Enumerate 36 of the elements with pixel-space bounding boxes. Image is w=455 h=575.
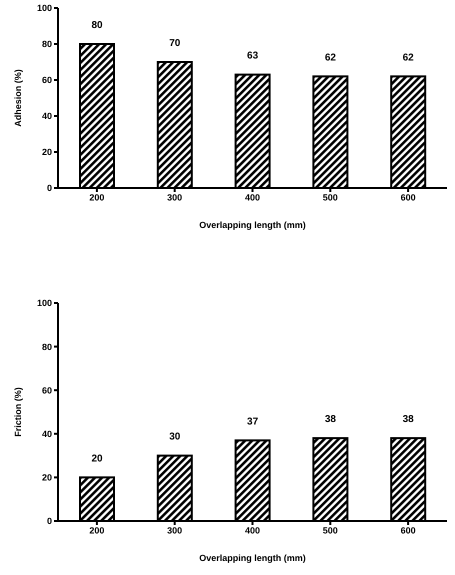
x-axis-title: Overlapping length (mm) bbox=[199, 553, 306, 563]
data-label: 38 bbox=[402, 414, 414, 426]
x-tick-label: 500 bbox=[322, 192, 338, 202]
x-tick-label: 200 bbox=[89, 525, 104, 536]
x-tick-label: 400 bbox=[244, 192, 260, 202]
data-label: 37 bbox=[247, 416, 259, 428]
x-axis-title: Overlapping length (mm) bbox=[199, 220, 306, 230]
data-label: 62 bbox=[402, 52, 414, 64]
y-tick-label: 20 bbox=[42, 472, 52, 483]
x-tick-label: 300 bbox=[167, 192, 182, 202]
y-tick-label: 0 bbox=[46, 183, 52, 194]
x-tick-label: 500 bbox=[322, 525, 338, 536]
x-tick-label: 600 bbox=[400, 192, 416, 202]
x-tick-label: 300 bbox=[167, 525, 182, 536]
y-tick-label: 40 bbox=[42, 111, 52, 122]
y-tick-label: 80 bbox=[42, 342, 52, 352]
y-tick-label: 100 bbox=[36, 298, 52, 308]
y-axis-title: Friction (%) bbox=[13, 387, 24, 437]
y-tick-label: 80 bbox=[42, 39, 52, 50]
data-label: 62 bbox=[324, 52, 336, 64]
data-label: 20 bbox=[91, 453, 103, 464]
x-tick-label: 600 bbox=[400, 525, 416, 536]
data-label: 80 bbox=[91, 20, 103, 31]
y-axis-title: Adhesion (%) bbox=[13, 69, 24, 127]
y-tick-label: 0 bbox=[46, 516, 52, 526]
y-tick-label: 20 bbox=[42, 147, 52, 158]
x-tick-label: 400 bbox=[244, 525, 260, 536]
data-label: 70 bbox=[169, 38, 181, 49]
data-label: 63 bbox=[247, 50, 259, 62]
data-label: 30 bbox=[169, 432, 181, 443]
x-tick-label: 200 bbox=[89, 192, 104, 202]
data-label: 38 bbox=[324, 414, 336, 426]
y-tick-label: 100 bbox=[36, 3, 52, 14]
y-tick-label: 60 bbox=[42, 385, 52, 396]
y-tick-label: 60 bbox=[42, 75, 52, 86]
y-tick-label: 40 bbox=[42, 428, 52, 439]
